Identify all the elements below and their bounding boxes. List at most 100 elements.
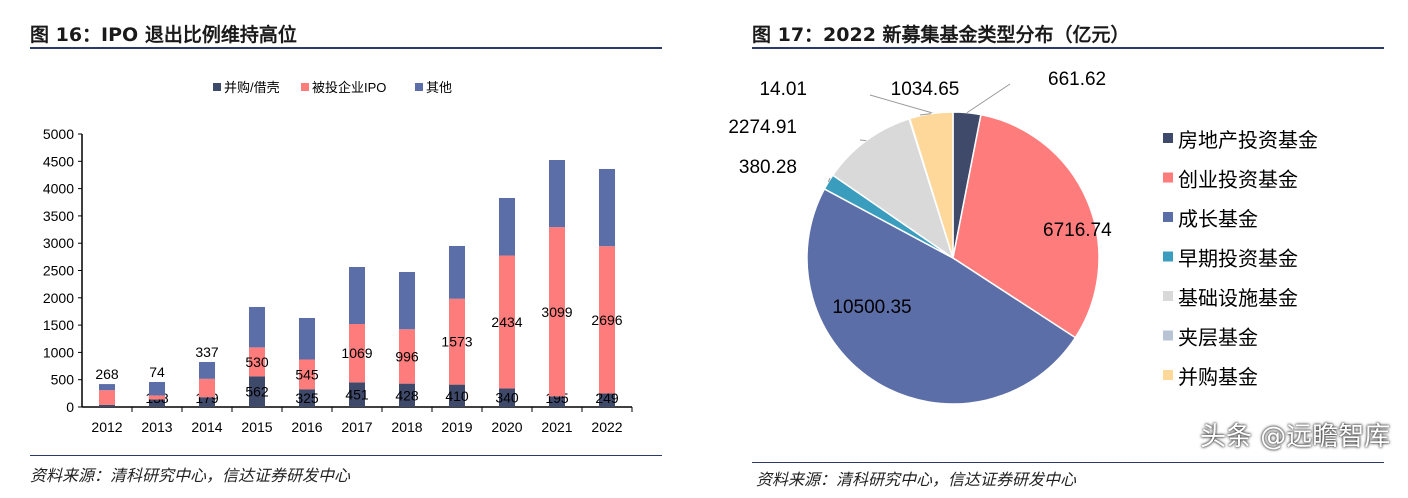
- pie-legend-label: 早期投资基金: [1178, 248, 1298, 271]
- bar-并购/借壳-2015: [249, 376, 265, 407]
- y-tick-label: 500: [51, 372, 75, 388]
- data-label: 2434: [491, 314, 522, 330]
- legend-label: 其他: [426, 80, 452, 95]
- bar-被投企业IPO-2014: [199, 378, 215, 398]
- leader-line: [919, 113, 932, 116]
- legend-label: 被投企业IPO: [312, 80, 386, 95]
- bar-被投企业IPO-2021: [549, 227, 565, 397]
- x-tick-label: 2017: [341, 419, 372, 435]
- pie-legend-label: 成长基金: [1178, 208, 1258, 231]
- x-tick-label: 2021: [541, 419, 572, 435]
- x-tick-label: 2012: [91, 419, 122, 435]
- bar-其他-2018: [399, 271, 415, 330]
- y-tick-label: 4500: [43, 153, 74, 169]
- right-chart-title: 图 17：2022 新募集基金类型分布（亿元）: [752, 24, 1130, 46]
- legend-swatch: [301, 83, 309, 91]
- bar-并购/借壳-2019: [449, 384, 465, 407]
- pie-legend-label: 夹层基金: [1178, 327, 1258, 350]
- x-tick-label: 2022: [591, 419, 622, 435]
- data-label: 996: [395, 348, 419, 364]
- bar-被投企业IPO-2019: [449, 298, 465, 385]
- bar-并购/借壳-2013: [149, 399, 165, 407]
- right-source: 资料来源：清科研究中心，信达证券研发中心: [756, 470, 1077, 489]
- pie-slice-创业投资基金: [952, 113, 1100, 339]
- y-tick-label: 1500: [43, 317, 74, 333]
- y-tick-label: 3000: [43, 235, 74, 251]
- y-tick-label: 2500: [43, 263, 74, 279]
- y-tick-label: 3500: [43, 208, 74, 224]
- pie-legend-label: 房地产投资基金: [1178, 129, 1318, 152]
- bar-并购/借壳-2020: [499, 388, 515, 407]
- legend-swatch: [415, 83, 423, 91]
- bar-并购/借壳-2022: [599, 393, 615, 407]
- pie-legend-label: 基础设施基金: [1178, 287, 1298, 310]
- x-tick-label: 2020: [491, 419, 522, 435]
- left-source-rule: [30, 455, 662, 456]
- pie-legend-swatch: [1163, 133, 1173, 143]
- pie-value-label: 10500.35: [832, 297, 911, 318]
- pie-slice-成长基金: [806, 187, 1077, 405]
- legend-label: 并购/借壳: [224, 80, 280, 95]
- left-title-rule: [30, 47, 662, 49]
- y-tick-label: 1000: [43, 344, 74, 360]
- bar-其他-2019: [449, 245, 465, 299]
- left-chart-title: 图 16：IPO 退出比例维持高位: [30, 24, 297, 46]
- data-label: 249: [595, 390, 619, 406]
- data-label: 340: [495, 390, 519, 406]
- y-tick-label: 5000: [43, 126, 74, 142]
- data-label: 530: [245, 354, 269, 370]
- pie-legend-swatch: [1163, 291, 1173, 301]
- data-label: 325: [295, 390, 319, 406]
- pie-legend-label: 创业投资基金: [1178, 169, 1298, 192]
- x-tick-label: 2015: [241, 419, 272, 435]
- x-tick-label: 2013: [141, 419, 172, 435]
- pie-legend-swatch: [1163, 251, 1173, 262]
- data-label: 268: [95, 366, 119, 382]
- pie-value-label: 14.01: [759, 79, 807, 100]
- bar-被投企业IPO-2012: [99, 390, 115, 405]
- pie-legend-swatch: [1163, 172, 1173, 183]
- data-label: 410: [445, 388, 469, 404]
- data-label: 3099: [541, 304, 572, 320]
- x-tick-label: 2019: [441, 419, 472, 435]
- bar-被投企业IPO-2020: [499, 255, 515, 389]
- left-source: 资料来源：清科研究中心，信达证券研发中心: [30, 466, 351, 485]
- bar-其他-2022: [599, 168, 615, 247]
- leader-line: [827, 177, 831, 183]
- bar-被投企业IPO-2013: [149, 395, 165, 400]
- bar-并购/借壳-2012: [99, 404, 115, 407]
- data-label: 545: [295, 366, 319, 382]
- bar-其他-2020: [499, 197, 515, 256]
- pie-slice-并购基金: [908, 111, 954, 259]
- pie-legend-swatch: [1163, 370, 1173, 380]
- data-label: 2696: [591, 312, 622, 328]
- pie-value-label: 1034.65: [891, 79, 960, 100]
- pie-legend-swatch: [1163, 212, 1173, 222]
- y-tick-label: 2000: [43, 290, 74, 306]
- data-label: 451: [345, 387, 369, 403]
- bar-其他-2014: [199, 362, 215, 379]
- bar-被投企业IPO-2016: [299, 359, 315, 390]
- bar-并购/借壳-2014: [199, 397, 215, 407]
- bar-并购/借壳-2017: [349, 382, 365, 407]
- bar-并购/借壳-2016: [299, 389, 315, 407]
- bar-被投企业IPO-2018: [399, 329, 415, 384]
- bar-并购/借壳-2021: [549, 396, 565, 407]
- pie-legend-swatch: [1163, 330, 1173, 341]
- data-label: 562: [245, 384, 269, 400]
- bar-其他-2016: [299, 318, 315, 360]
- data-label: 1069: [341, 345, 372, 361]
- bar-被投企业IPO-2022: [599, 246, 615, 394]
- bar-其他-2017: [349, 267, 365, 325]
- right-source-rule: [752, 462, 1384, 463]
- bar-其他-2013: [149, 381, 165, 396]
- bar-被投企业IPO-2017: [349, 324, 365, 383]
- pie-legend-label: 并购基金: [1178, 366, 1258, 389]
- bar-其他-2021: [549, 159, 565, 228]
- right-title-rule: [752, 47, 1384, 49]
- watermark: 头条 @远瞻智库: [1200, 422, 1391, 452]
- bar-其他-2015: [249, 306, 265, 348]
- pie-slice-基础设施基金: [831, 117, 955, 260]
- data-label: 1573: [441, 334, 472, 350]
